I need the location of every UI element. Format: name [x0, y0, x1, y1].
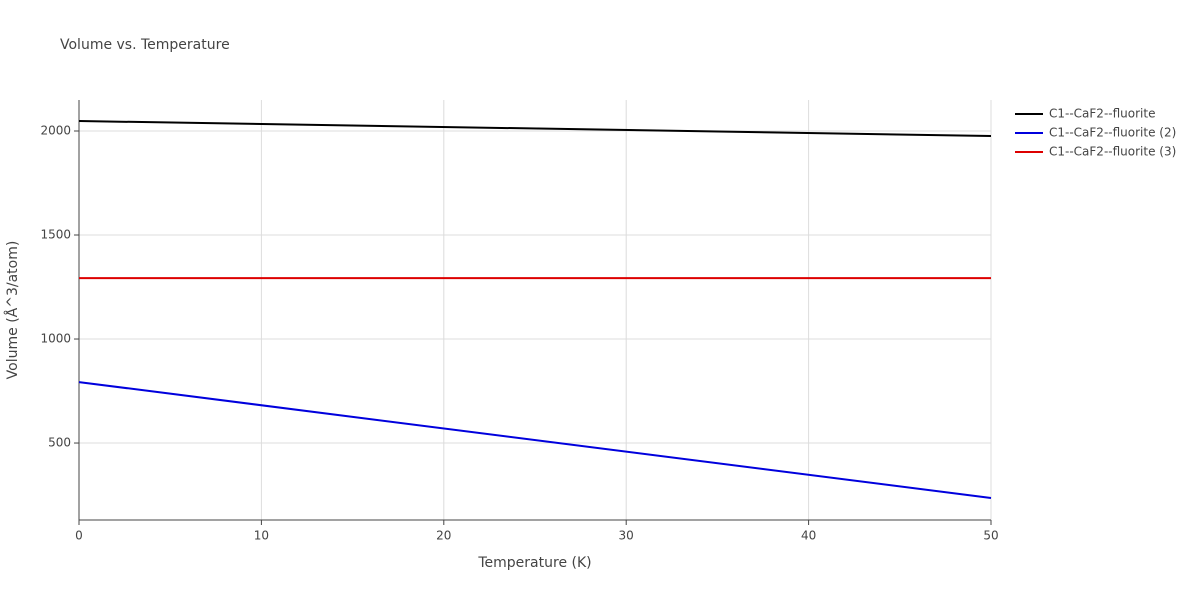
- x-tick-label: 20: [436, 529, 451, 543]
- x-tick-label: 0: [75, 529, 83, 543]
- x-tick-label: 10: [254, 529, 269, 543]
- x-tick-label: 50: [983, 529, 998, 543]
- y-tick-label: 1000: [40, 332, 71, 346]
- x-tick-label: 30: [619, 529, 634, 543]
- x-tick-label: 40: [801, 529, 816, 543]
- legend-label: C1--CaF2--fluorite (2): [1049, 126, 1176, 140]
- series-line: [78, 120, 992, 137]
- x-axis-title: Temperature (K): [477, 555, 591, 571]
- y-axis-title: Volume (Å^3/atom): [4, 241, 21, 380]
- series-line: [78, 381, 992, 499]
- y-tick-label: 2000: [40, 123, 71, 137]
- y-tick-label: 500: [48, 436, 71, 450]
- chart-title: Volume vs. Temperature: [60, 37, 230, 53]
- y-tick-label: 1500: [40, 228, 71, 242]
- legend-label: C1--CaF2--fluorite (3): [1049, 145, 1176, 159]
- legend-label: C1--CaF2--fluorite: [1049, 107, 1155, 121]
